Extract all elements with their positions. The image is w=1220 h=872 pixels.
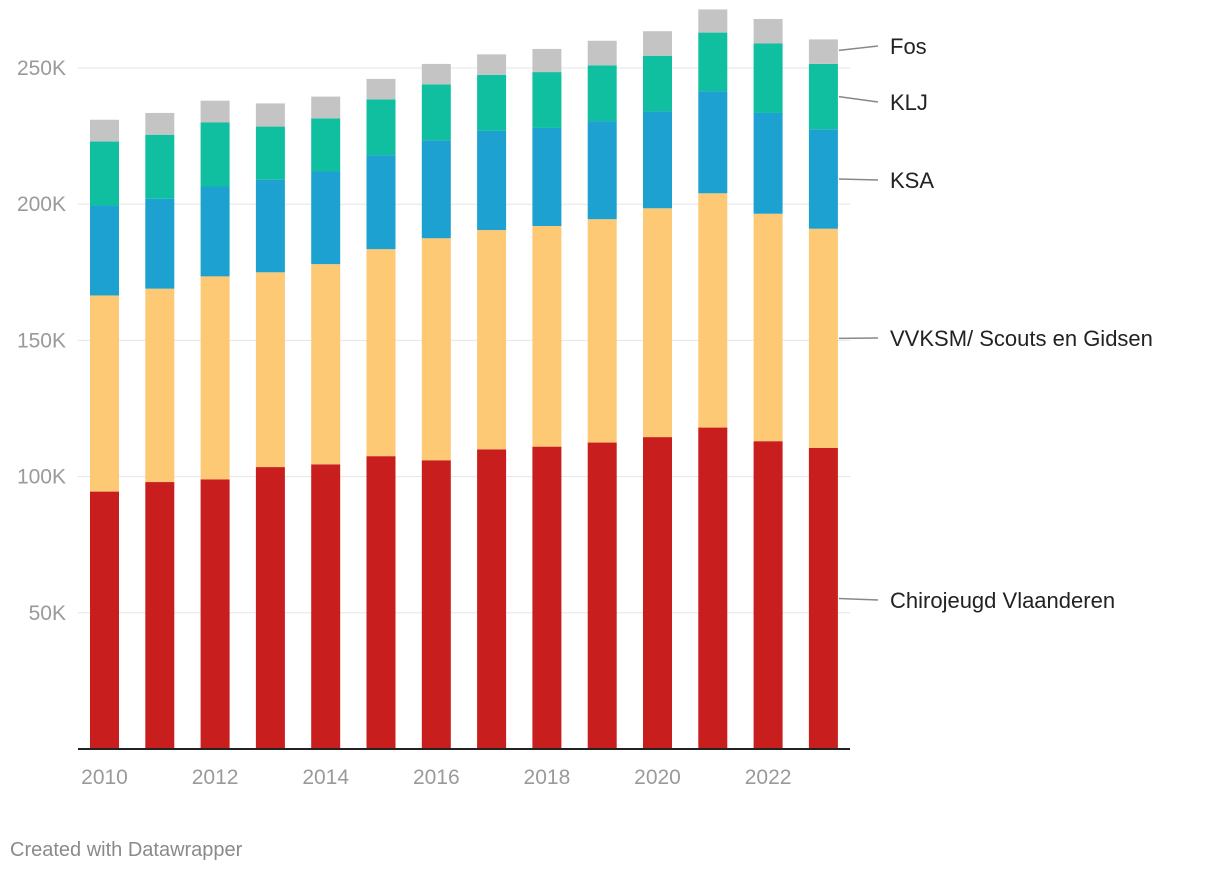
legend-leader-line [838,178,879,181]
bar-segment [587,121,617,220]
bar-segment [421,460,451,749]
bar-segment [587,40,617,66]
legend-label: VVKSM/ Scouts en Gidsen [890,326,1153,351]
bar-segment [311,264,341,465]
bar-segment [200,479,230,749]
bar-segment [90,119,119,142]
bar-segment [532,446,562,749]
x-tick-label: 2016 [413,766,460,789]
y-tick-label: 250K [17,57,66,80]
x-axis-tick-labels: 2010 2012 2014 2016 2018 2020 2022 [81,766,791,789]
bar-segment [808,129,838,229]
bar-segment [90,295,119,492]
bar-segment [311,464,341,749]
bar-segment [366,456,396,749]
bars [90,9,838,749]
x-tick-label: 2014 [302,766,349,789]
bar-segment [643,31,672,56]
bar-segment [477,54,507,75]
bar-segment [808,447,838,749]
bar-segment [698,32,728,92]
bar-segment [587,219,617,443]
bar-segment [255,103,285,127]
bar-segment [366,155,396,250]
bar-segment [753,43,783,113]
bar-segment [808,39,838,64]
bar-segment [753,18,783,44]
bar-segment [366,78,396,100]
legend-label: KSA [890,168,934,193]
bar-segment [698,427,728,749]
y-axis-tick-labels: 50K 100K 150K 200K 250K [17,57,66,625]
gridlines [78,67,850,614]
y-tick-label: 150K [17,329,66,352]
legend-leader-line [838,597,879,601]
bar-segment [366,99,396,156]
bar-segment [532,48,562,73]
inline-legend: Chirojeugd Vlaanderen VVKSM/ Scouts en Gi… [838,34,1153,613]
bar-segment [643,208,672,438]
bar-segment [255,179,285,273]
bar-segment [643,437,672,749]
bar-segment [698,9,728,33]
datawrapper-credit: Created with Datawrapper [10,839,243,861]
bar-segment [366,249,396,457]
bar-segment [200,100,230,123]
bar-segment [145,482,175,749]
x-tick-label: 2020 [634,766,681,789]
bar-segment [753,112,783,214]
bar-segment [587,442,617,749]
x-tick-label: 2018 [524,766,571,789]
y-tick-label: 50K [29,602,66,625]
bar-segment [808,228,838,448]
bar-segment [753,213,783,442]
bar-segment [255,272,285,468]
bar-segment [90,491,119,749]
bar-segment [200,276,230,480]
y-tick-label: 200K [17,193,66,216]
legend-leader-line [838,45,879,52]
bar-segment [421,63,451,85]
bar-segment [698,193,728,428]
legend-label: Fos [890,34,927,59]
bar-segment [90,205,119,296]
bar-segment [200,186,230,277]
bar-segment [90,141,119,206]
bar-segment [808,63,838,130]
bar-segment [311,171,341,265]
bar-segment [643,111,672,209]
legend-leader-line [838,95,879,103]
bar-segment [200,122,230,187]
bar-segment [477,74,507,131]
bar-segment [145,134,175,199]
bar-segment [255,467,285,749]
bar-segment [698,91,728,194]
bar-segment [145,112,175,135]
bar-segment [145,198,175,289]
bar-segment [421,238,451,461]
x-tick-label: 2010 [81,766,128,789]
bar-segment [145,288,175,483]
bar-segment [421,84,451,141]
bar-segment [643,55,672,112]
bar-segment [421,140,451,239]
bar-segment [532,72,562,128]
bar-segment [753,441,783,749]
bar-segment [477,230,507,450]
bar-segment [532,225,562,447]
x-tick-label: 2022 [745,766,792,789]
bar-segment [255,126,285,180]
x-tick-label: 2012 [192,766,239,789]
legend-label: KLJ [890,90,928,115]
bar-segment [477,130,507,231]
bar-segment [311,96,341,119]
bar-segment [587,65,617,122]
bar-segment [311,118,341,172]
bar-segment [477,449,507,749]
bar-segment [532,127,562,226]
y-tick-label: 100K [17,466,66,489]
legend-label: Chirojeugd Vlaanderen [890,588,1115,613]
